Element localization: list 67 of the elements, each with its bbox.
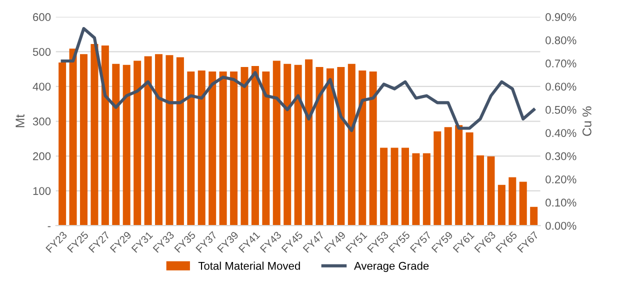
bar — [498, 184, 506, 226]
y2-tick-label: 0.40% — [546, 129, 576, 137]
bar — [101, 45, 109, 226]
bar — [187, 72, 195, 226]
bar — [284, 64, 292, 226]
bar — [390, 148, 398, 226]
bar — [348, 64, 356, 226]
bar — [219, 72, 227, 226]
y2-tick-label: 0.20% — [546, 175, 576, 184]
bar — [272, 60, 280, 226]
bar — [305, 59, 313, 226]
bar — [122, 64, 130, 226]
bar — [176, 57, 184, 226]
bar — [294, 64, 302, 226]
y-tick-label: 200 — [33, 152, 51, 160]
bar — [58, 62, 66, 226]
bar — [69, 48, 77, 226]
y2-tick-label: 0.00% — [546, 222, 576, 230]
bar — [251, 66, 259, 226]
y2-tick-label: 0.90% — [546, 13, 576, 22]
bar — [262, 72, 270, 226]
legend-label: Average Grade — [354, 262, 429, 272]
bar — [90, 44, 98, 226]
bar — [519, 182, 527, 226]
legend-label: Total Material Moved — [198, 262, 300, 270]
y2-tick-label: 0.80% — [546, 36, 576, 44]
bar — [508, 177, 516, 226]
y-tick-label: 600 — [33, 13, 51, 22]
bar — [316, 67, 324, 226]
bar — [208, 72, 216, 226]
bar — [434, 131, 442, 226]
bar — [369, 72, 377, 226]
y-tick-label: 300 — [32, 118, 51, 126]
y2-tick-label: 0.10% — [546, 198, 576, 207]
bar — [487, 156, 495, 226]
bar — [134, 60, 142, 226]
bar — [326, 68, 334, 226]
line-series — [60, 26, 536, 132]
bar — [155, 54, 163, 226]
y-tick-label: 400 — [32, 82, 51, 91]
y2-axis-title: Cu % — [582, 106, 592, 136]
y-tick-label: - — [48, 226, 51, 228]
bar — [240, 67, 248, 226]
bar — [401, 148, 409, 226]
bar — [476, 155, 484, 226]
y2-tick-label: 0.30% — [546, 152, 576, 160]
bar — [455, 125, 463, 226]
y2-tick-label: 0.70% — [546, 60, 576, 68]
bar — [380, 148, 388, 226]
bar — [144, 56, 152, 226]
bar — [412, 153, 420, 226]
bar — [80, 54, 88, 226]
bar — [337, 67, 345, 226]
bar — [198, 70, 206, 226]
bar — [112, 64, 120, 226]
bar — [166, 55, 174, 226]
bar — [530, 206, 538, 226]
y-tick-label: 500 — [32, 48, 51, 56]
bar — [444, 127, 452, 226]
bar — [230, 72, 238, 226]
y-tick-label: 100 — [33, 187, 51, 195]
y-axis-title: Mt — [16, 114, 24, 128]
bar — [466, 132, 474, 226]
y2-tick-label: 0.50% — [546, 106, 576, 114]
y2-tick-label: 0.60% — [546, 82, 576, 91]
bar — [422, 153, 430, 226]
bar — [358, 70, 366, 226]
